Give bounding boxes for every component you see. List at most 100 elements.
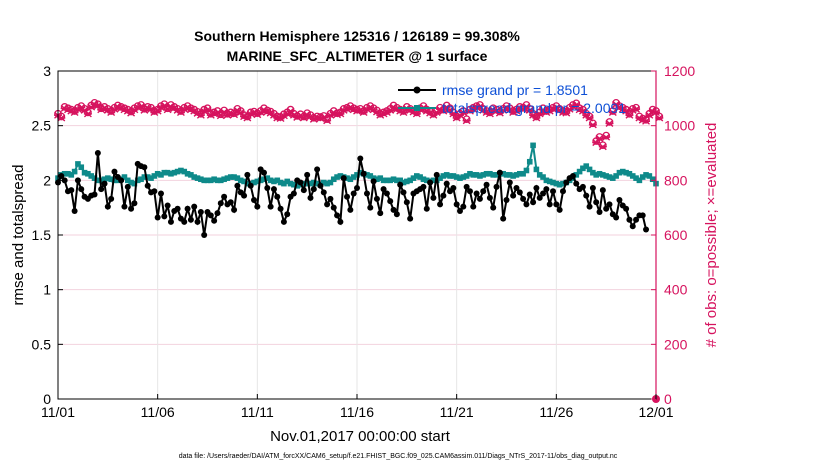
x-axis-label: Nov.01,2017 00:00:00 start [270,428,451,445]
rmse-point [387,198,394,205]
spread-point [447,173,453,179]
rmse-point [231,206,238,213]
rmse-point [104,203,111,210]
spread-point [533,166,540,173]
obs-possible-marker [608,107,617,115]
rmse-point [101,180,108,187]
rmse-point [320,189,327,196]
rmse-point [61,177,68,184]
spread-point [626,170,633,177]
rmse-point [553,201,560,208]
rmse-point [274,193,281,200]
spread-point [121,174,128,180]
obs-evaluated-marker [588,121,597,129]
spread-point [414,173,420,179]
rmse-point [377,210,384,217]
spread-point [374,176,380,183]
spread-point [417,174,423,180]
rmse-point [606,201,613,208]
spread-point [188,172,194,178]
rmse-point [267,203,274,210]
spread-point [191,174,198,180]
rmse-point [550,188,557,195]
obs-possible-marker [143,103,152,111]
spread-point [377,175,384,181]
rmse-point [317,182,324,189]
spread-point [546,178,553,185]
rmse-point [201,232,208,238]
rmse-point [589,184,596,191]
spread-point [556,181,563,188]
spread-point [330,176,337,183]
obs-evaluated-marker [522,102,531,111]
spread-point [217,177,224,184]
legend-spread-marker [414,105,420,111]
spread-point [234,175,241,181]
rmse-point [453,201,460,208]
rmse-point [207,212,214,219]
rmse-point [506,179,513,186]
spread-point [161,169,168,176]
rmse-point [403,199,410,206]
rmse-point [277,205,284,212]
spread-point [649,176,656,183]
rmse-point [466,188,473,195]
rmse-point [556,206,563,213]
spread-point [198,176,204,183]
spread-point [639,174,646,180]
obs-evaluated-marker [632,105,641,113]
spread-point [181,168,188,175]
rmse-point [58,172,65,179]
rmse-point [533,184,540,191]
spread-point [75,161,81,167]
x-tick-label: 11/26 [539,404,573,420]
spread-point [593,172,599,178]
rmse-point [91,191,98,198]
spread-point [387,177,394,184]
y-left-tick-label: 1 [43,282,51,298]
x-tick-label: 11/11 [241,404,274,420]
obs-evaluated-marker [625,111,634,119]
spread-point [134,177,141,184]
y-axis-right-label: # of obs: o=possible; ×=evaluated [703,123,720,348]
rmse-point [297,179,304,186]
spread-point [241,178,247,185]
spread-point [115,177,121,184]
rmse-point [480,188,487,195]
rmse-point [397,181,404,188]
obs-possible-marker [203,104,212,113]
spread-point [277,179,284,186]
axes [57,70,657,400]
rmse-point [510,192,517,199]
spread-point [264,175,271,181]
rmse-point [383,190,390,197]
rmse-point [486,194,493,201]
spread-point [619,168,626,175]
spread-point [633,175,639,181]
spread-point [600,172,606,178]
spread-point [500,170,506,177]
rmse-point [450,184,457,191]
rmse-point [633,216,640,223]
y-right-tick-label: 0 [664,391,672,407]
spread-point [423,177,430,184]
obs-evaluated-marker [605,119,614,127]
obs-possible-marker [642,115,650,124]
rmse-point [559,188,566,195]
spread-point [88,173,95,179]
spread-point [151,173,158,179]
rmse-point [304,171,311,178]
spread-point [237,177,244,184]
rmse-point [211,217,218,224]
rmse-point [543,186,550,193]
rmse-point [523,201,530,208]
obs-evaluated-marker [462,117,471,125]
rmse-point [540,190,547,197]
rmse-point [124,183,131,190]
rmse-point [367,204,374,211]
rmse-point [437,201,444,208]
obs-series [54,98,664,403]
rmse-point [516,189,523,196]
data-file-footer: data file: /Users/raeder/DAI/ATM_forcXX/… [179,453,618,460]
